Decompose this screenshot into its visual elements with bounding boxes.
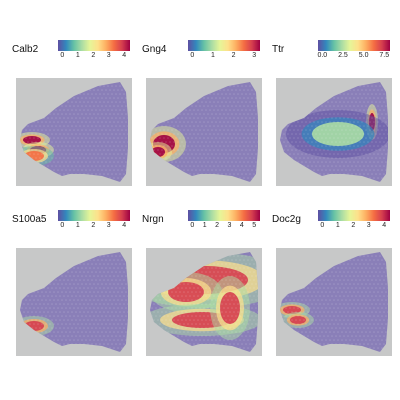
colorbar (318, 210, 390, 221)
colorbar-tick: 2 (91, 222, 96, 229)
colorbar-tick: 3 (106, 52, 111, 59)
colorbar-tick: 2 (91, 52, 96, 59)
colorbar-tick: 4 (239, 222, 244, 229)
colorbar-tick: 0.0 (317, 52, 328, 59)
expression-hotspot (151, 147, 165, 157)
colorbar-ticks: 0.0 2.5 5.0 7.5 (317, 52, 390, 64)
colorbar (318, 40, 390, 51)
panel-doc2g: Doc2g 0 1 2 3 4 (268, 204, 392, 364)
colorbar-tick: 3 (366, 222, 371, 229)
panel-calb2: Calb2 0 1 2 3 4 (8, 34, 132, 194)
tissue-map (276, 248, 392, 356)
expression-hotspot (312, 122, 364, 146)
colorbar (58, 40, 130, 51)
colorbar-tick: 2 (215, 222, 220, 229)
expression-hotspot (283, 306, 301, 314)
colorbar-tick: 1 (202, 222, 207, 229)
expression-layer (286, 104, 388, 158)
expression-hotspot (24, 151, 44, 161)
gene-title: Nrgn (142, 214, 164, 225)
colorbar (188, 210, 260, 221)
colorbar-tick: 3 (252, 52, 257, 59)
colorbar-tick: 1 (335, 222, 340, 229)
colorbar-tick: 0 (190, 222, 195, 229)
colorbar-tick: 0 (60, 222, 65, 229)
colorbar-tick: 1 (75, 222, 80, 229)
tissue-map (276, 78, 392, 186)
tissue-map (16, 248, 132, 356)
gene-title: Doc2g (272, 214, 301, 225)
colorbar-tick: 0 (60, 52, 65, 59)
tissue-outline (20, 82, 128, 182)
tissue-outline (280, 252, 388, 352)
gene-title: S100a5 (12, 214, 47, 225)
tissue-svg (20, 252, 128, 352)
tissue-map (146, 78, 262, 186)
colorbar (188, 40, 260, 51)
expression-hotspot (290, 316, 306, 324)
colorbar-tick: 2 (231, 52, 236, 59)
expression-hotspot (168, 282, 204, 302)
colorbar-tick: 7.5 (379, 52, 390, 59)
colorbar-tick: 2 (351, 222, 356, 229)
colorbar-tick: 3 (227, 222, 232, 229)
tissue-svg (280, 252, 388, 352)
colorbar-tick: 4 (122, 52, 127, 59)
colorbar-tick: 4 (122, 222, 127, 229)
expression-layer (150, 252, 258, 340)
colorbar-tick: 2.5 (338, 52, 348, 59)
colorbar-tick: 0 (320, 222, 325, 229)
gene-title: Calb2 (12, 44, 39, 55)
tissue-outline (20, 252, 128, 352)
colorbar-tick: 0 (190, 52, 195, 59)
gene-title: Gng4 (142, 44, 167, 55)
colorbar-ticks: 0 1 2 3 4 (58, 52, 130, 64)
gene-title: Ttr (272, 44, 285, 55)
colorbar (58, 210, 130, 221)
colorbar-ticks: 0 1 2 3 (188, 52, 260, 64)
colorbar-ticks: 0 1 2 3 4 (58, 222, 130, 234)
tissue-svg (20, 82, 128, 182)
tissue-map (16, 78, 132, 186)
tissue-map (146, 248, 262, 356)
tissue-svg (280, 82, 388, 182)
colorbar-tick: 4 (382, 222, 387, 229)
colorbar-tick: 1 (75, 52, 80, 59)
expression-layer (280, 302, 314, 328)
colorbar-tick: 5 (252, 222, 257, 229)
colorbar-tick: 1 (211, 52, 215, 59)
colorbar-tick: 3 (106, 222, 111, 229)
expression-hotspot (23, 136, 41, 144)
panel-s100a5: S100a5 0 1 2 3 4 (8, 204, 132, 364)
expression-hotspot (220, 292, 240, 324)
panel-ttr: Ttr 0.0 2.5 5.0 7.5 (268, 34, 392, 194)
expression-hotspot (24, 321, 44, 331)
panel-gng4: Gng4 0 1 2 3 (138, 34, 262, 194)
tissue-svg (150, 252, 258, 352)
tissue-svg (150, 82, 258, 182)
colorbar-ticks: 0 1 2 3 4 (318, 222, 390, 234)
expression-layer (20, 132, 54, 166)
colorbar-tick: 5.0 (358, 52, 369, 59)
